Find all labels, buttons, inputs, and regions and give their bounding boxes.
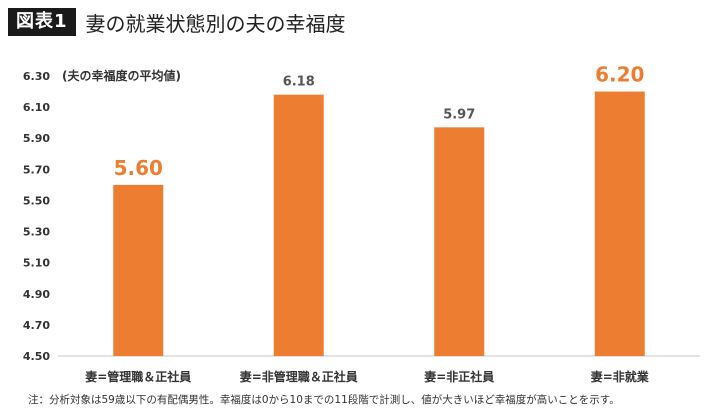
x-tick-label: 妻=非管理職＆正社員 (240, 369, 358, 384)
y-tick-label: 5.70 (23, 163, 50, 176)
x-tick-label: 妻=非就業 (591, 369, 650, 384)
footnote: 注：分析対象は59歳以下の有配偶男性。幸福度は0から10までの11段階で計測し、… (28, 394, 620, 406)
y-tick-label: 5.30 (23, 226, 50, 239)
y-axis-label: (夫の幸福度の平均値) (62, 68, 181, 83)
bar (434, 127, 485, 356)
data-label: 6.20 (595, 63, 644, 87)
data-label: 5.97 (443, 107, 475, 122)
figure-header: 図表1 妻の就業状態別の夫の幸福度 (8, 8, 346, 36)
y-tick-label: 5.90 (23, 132, 50, 145)
y-tick-label: 5.50 (23, 194, 50, 207)
bar (594, 91, 645, 357)
y-tick-label: 4.70 (23, 319, 50, 332)
y-tick-label: 4.50 (23, 350, 50, 363)
data-label: 6.18 (283, 75, 315, 90)
x-tick-label: 妻=管理職＆正社員 (85, 369, 191, 384)
y-tick-label: 6.30 (23, 70, 50, 83)
bar (113, 184, 164, 356)
figure-badge: 図表1 (8, 8, 76, 36)
chart-title: 妻の就業状態別の夫の幸福度 (85, 11, 346, 36)
x-tick-label: 妻=非正社員 (424, 369, 494, 384)
bar (273, 94, 324, 357)
y-tick-label: 4.90 (23, 288, 50, 301)
y-tick-label: 6.10 (23, 101, 50, 114)
y-tick-label: 5.10 (23, 257, 50, 270)
data-label: 5.60 (114, 156, 163, 180)
